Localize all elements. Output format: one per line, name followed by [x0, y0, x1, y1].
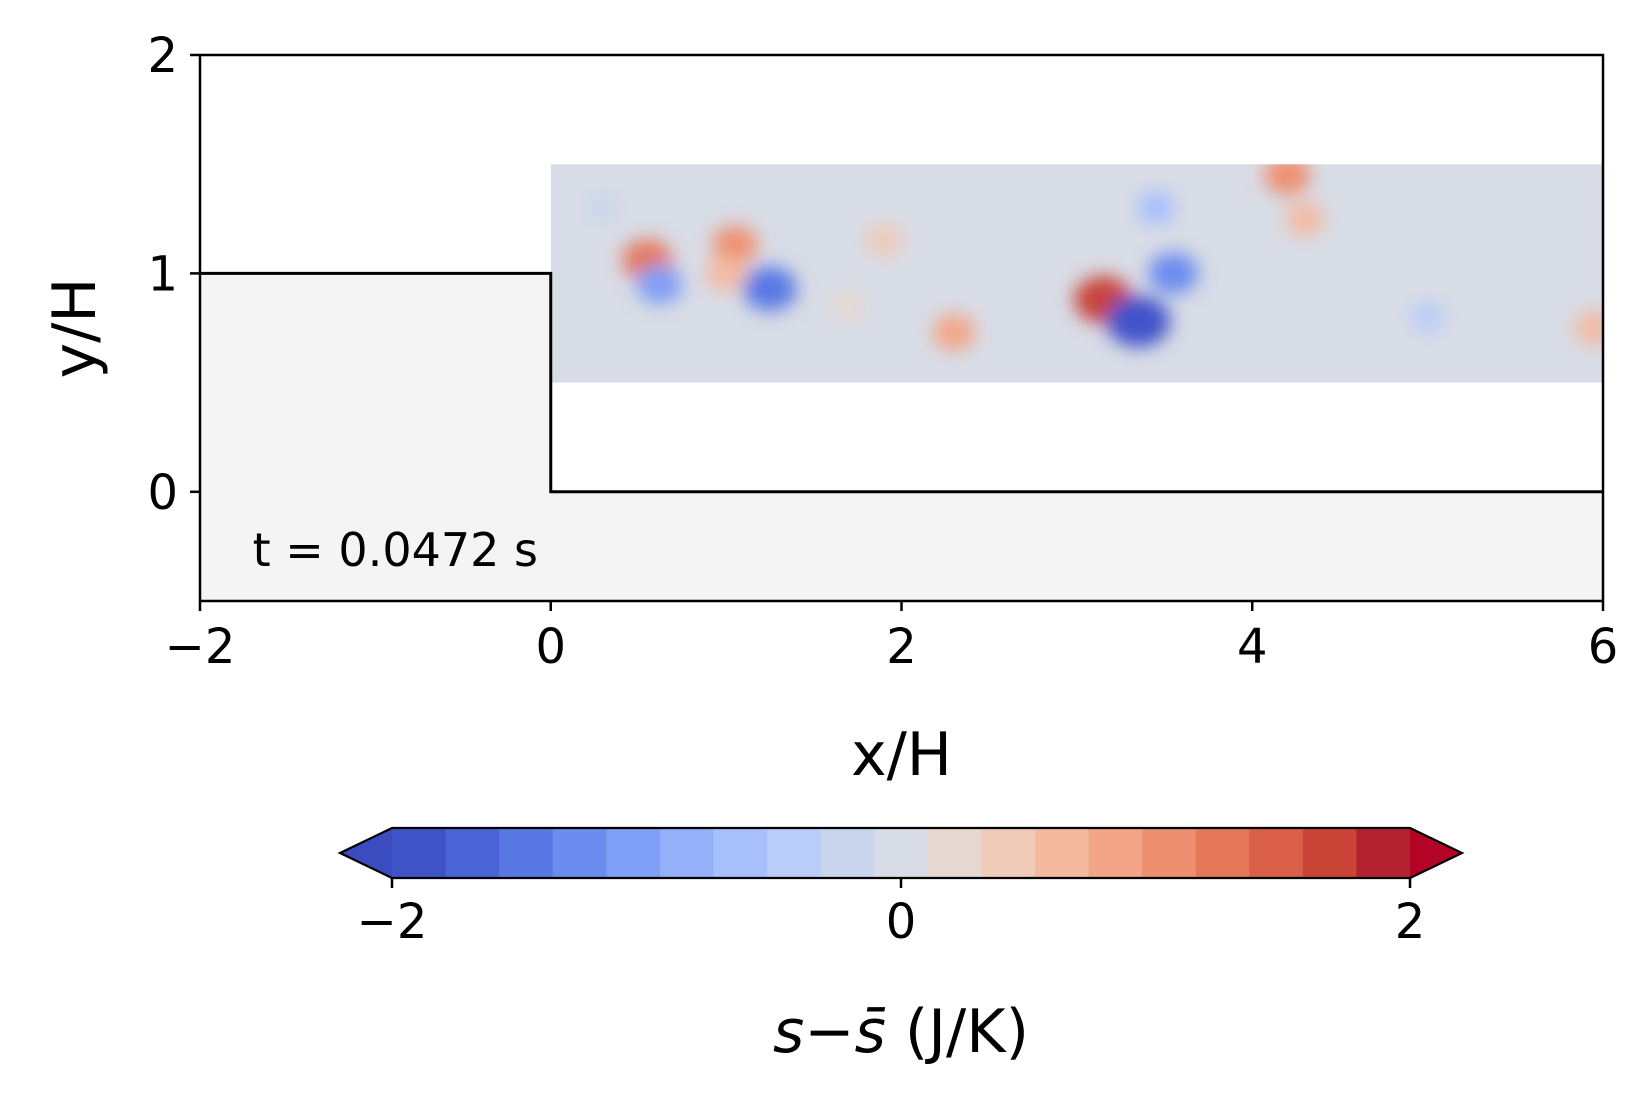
- x-tick-label: 2: [886, 619, 917, 675]
- field-feature: [636, 264, 683, 304]
- x-axis: −2 0 2 4 6: [165, 601, 1619, 675]
- colorbar-segment: [1302, 828, 1358, 878]
- colorbar-segment: [392, 828, 447, 878]
- colorbar-segment: [1142, 828, 1197, 878]
- field-feature: [1285, 201, 1325, 236]
- step-outline: [200, 271, 1603, 494]
- colorbar-segment: [1088, 828, 1143, 878]
- x-axis-label: x/H: [851, 720, 952, 790]
- field-feature: [712, 225, 758, 265]
- colorbar-segment: [499, 828, 554, 878]
- colorbar-label-unit: (J/K): [886, 997, 1029, 1067]
- colorbar-label-var-bar: s̄: [855, 997, 886, 1067]
- colorbar-segment: [552, 828, 607, 878]
- colorbar-tick-label: 2: [1395, 894, 1426, 950]
- colorbar-segment: [606, 828, 661, 878]
- colorbar-segment: [981, 828, 1036, 878]
- colorbar: [337, 826, 1465, 880]
- field-feature: [1574, 310, 1603, 346]
- y-tick-label: 0: [147, 465, 178, 521]
- colorbar-segment: [1249, 828, 1304, 878]
- time-annotation: t = 0.0472 s: [253, 523, 538, 577]
- y-tick-label: 1: [147, 246, 178, 302]
- colorbar-label-var: s: [773, 997, 804, 1067]
- colorbar-segment: [713, 828, 768, 878]
- field-feature: [932, 314, 976, 351]
- x-tick-label: 4: [1237, 619, 1268, 675]
- colorbar-label-minus: −: [804, 997, 854, 1067]
- y-axis: 0 1 2: [147, 28, 200, 521]
- colorbar-ticks: −2 0 2: [357, 878, 1426, 950]
- colorbar-segment: [445, 828, 500, 878]
- colorbar-segment: [659, 828, 715, 878]
- colorbar-segment: [767, 828, 822, 878]
- colorbar-segment: [874, 828, 929, 878]
- entropy-field: [550, 164, 1603, 383]
- field-feature: [865, 224, 903, 258]
- colorbar-segment: [1195, 828, 1250, 878]
- field-feature: [1148, 252, 1199, 295]
- colorbar-label: s−s̄ (J/K): [773, 997, 1029, 1067]
- colorbar-tick-label: 0: [886, 894, 917, 950]
- colorbar-extend-min: [340, 828, 392, 878]
- colorbar-segment: [927, 828, 982, 878]
- x-tick-label: 6: [1588, 619, 1619, 675]
- field-feature: [832, 291, 865, 321]
- field-feature: [1264, 164, 1311, 195]
- colorbar-segment: [820, 828, 875, 878]
- colorbar-segment: [1356, 828, 1411, 878]
- y-tick-label: 2: [147, 28, 178, 84]
- x-tick-label: −2: [165, 619, 236, 675]
- field-feature: [587, 193, 620, 223]
- field-feature: [705, 255, 747, 292]
- y-axis-label: y/H: [40, 278, 110, 379]
- colorbar-extend-max: [1410, 828, 1462, 878]
- colorbar-tick-label: −2: [357, 894, 428, 950]
- field-feature: [1106, 295, 1171, 348]
- colorbar-segment: [1034, 828, 1090, 878]
- field-feature: [742, 266, 797, 311]
- x-tick-label: 0: [535, 619, 566, 675]
- field-feature: [1136, 190, 1176, 225]
- field-feature: [1410, 301, 1445, 333]
- plot-area: t = 0.0472 s: [198, 53, 1605, 603]
